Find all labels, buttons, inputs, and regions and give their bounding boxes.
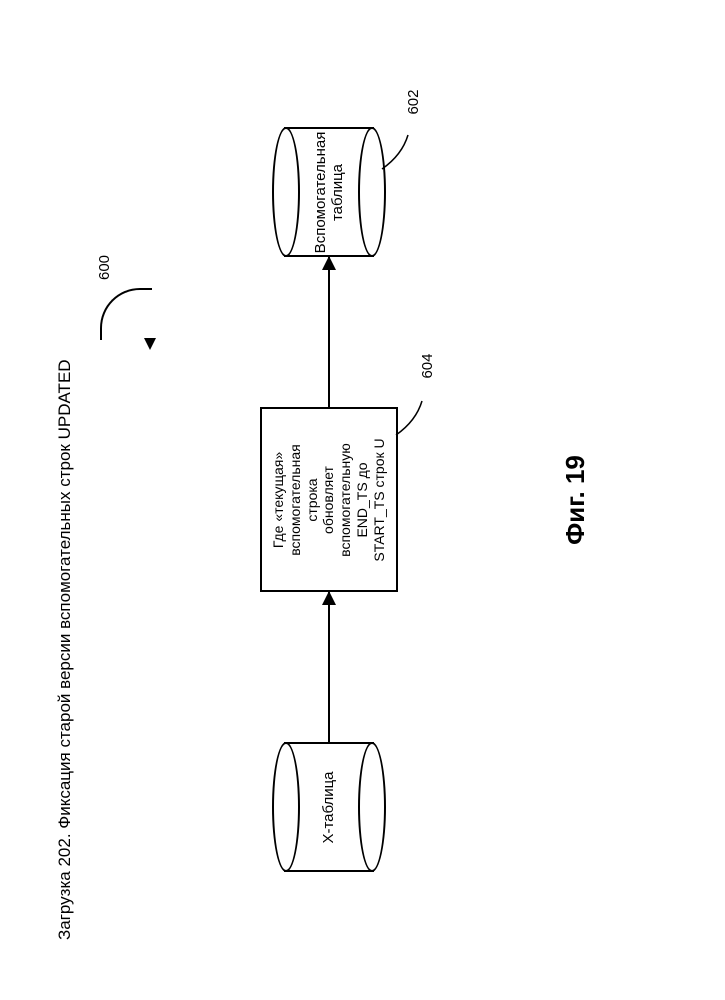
process-box: Где «текущая» вспомогательная строка обн… (260, 408, 398, 593)
source-db-wrapper: Х-таблица (284, 743, 374, 873)
process-line-4: вспомогательную (337, 416, 354, 585)
rotated-content: Загрузка 202. Фиксация старой версии всп… (0, 0, 725, 1000)
process-line-5: END_TS до (354, 416, 371, 585)
flow-container: Х-таблица Где «текущая» вспомогательная … (260, 0, 398, 1000)
target-db-cylinder: Вспомогательная таблица (284, 128, 374, 258)
group-ref-label: 600 (96, 255, 113, 280)
process-wrapper: Где «текущая» вспомогательная строка обн… (260, 408, 398, 593)
process-line-1: вспомогательная (287, 416, 304, 585)
process-ref-leader (394, 386, 428, 446)
edge-source-to-process (328, 593, 330, 743)
target-db-wrapper: Вспомогательная таблица 602 (284, 128, 374, 258)
edge-process-to-target (328, 258, 330, 408)
process-line-6: START_TS строк U (371, 416, 388, 585)
source-db-cylinder: Х-таблица (284, 743, 374, 873)
process-line-3: обновляет (320, 416, 337, 585)
diagram-title: Загрузка 202. Фиксация старой версии всп… (55, 359, 75, 940)
target-ref-label: 602 (405, 90, 422, 115)
target-db-label: Вспомогательная таблица (312, 126, 347, 260)
page-root: Загрузка 202. Фиксация старой версии всп… (0, 0, 725, 1000)
process-line-0: Где «текущая» (270, 416, 287, 585)
process-line-2: строка (304, 416, 321, 585)
process-ref-label: 604 (419, 354, 436, 379)
source-db-label: Х-таблица (320, 765, 337, 849)
target-ref-leader (380, 122, 414, 182)
figure-caption: Фиг. 19 (560, 0, 591, 1000)
